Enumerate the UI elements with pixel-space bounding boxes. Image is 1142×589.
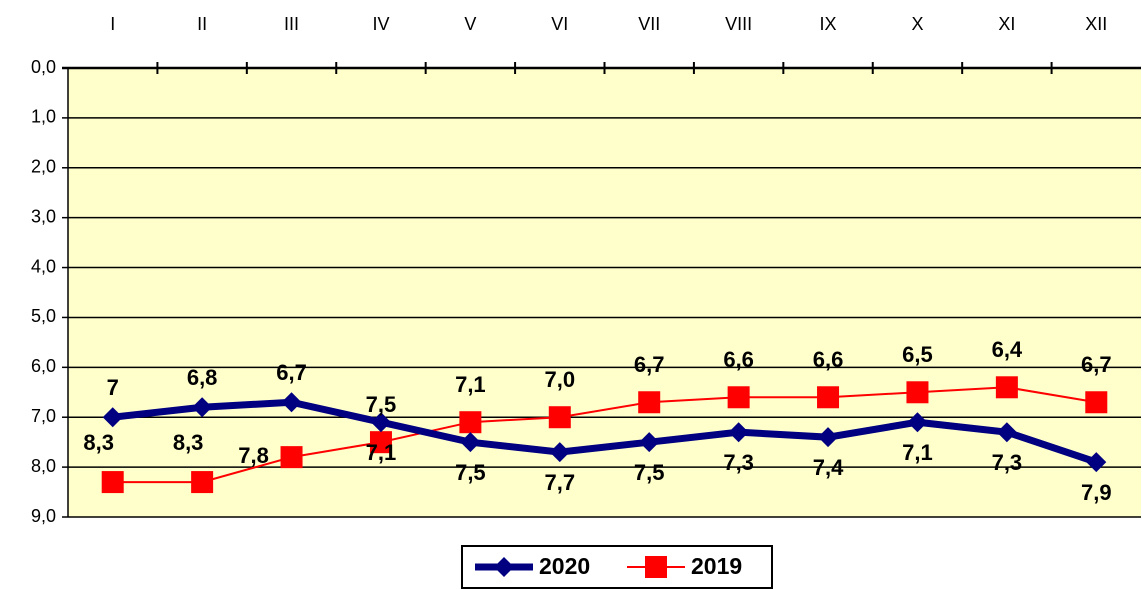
x-tick-label: X (911, 14, 923, 34)
legend-label: 2020 (539, 553, 590, 579)
data-point (728, 422, 749, 443)
data-label: 7 (107, 375, 119, 400)
data-point (818, 427, 839, 448)
y-tick-label: 8,0 (31, 456, 56, 476)
data-point (281, 392, 302, 413)
x-tick-label: XII (1085, 14, 1107, 34)
data-point (459, 411, 482, 434)
legend-marker (494, 557, 514, 577)
x-tick-label: XI (998, 14, 1015, 34)
data-label: 7,1 (366, 440, 397, 465)
data-point (1086, 452, 1107, 473)
x-tick-label: IX (820, 14, 837, 34)
y-tick-label: 6,0 (31, 356, 56, 376)
data-label: 7,7 (544, 470, 575, 495)
data-label: 8,3 (173, 430, 204, 455)
data-point (727, 386, 750, 409)
data-label: 6,7 (1081, 352, 1112, 377)
series-line (112, 386, 1097, 484)
y-tick-label: 5,0 (31, 306, 56, 326)
data-label: 6,5 (902, 342, 933, 367)
data-point (639, 432, 660, 453)
data-point (817, 386, 840, 409)
x-tick-label: VII (638, 14, 660, 34)
y-tick-label: 1,0 (31, 107, 56, 127)
x-tick-label: V (464, 14, 476, 34)
series-line (112, 398, 1098, 466)
data-point (460, 432, 481, 453)
data-point (638, 391, 661, 414)
data-label: 7,5 (634, 460, 665, 485)
data-point (370, 412, 391, 433)
data-point (280, 446, 303, 469)
data-point (549, 442, 570, 463)
plot-area (68, 68, 1141, 517)
data-point (191, 471, 214, 494)
x-tick-label: VI (551, 14, 568, 34)
data-label: 7,3 (723, 450, 754, 475)
data-label: 8,3 (83, 430, 114, 455)
data-label: 6,6 (813, 347, 844, 372)
data-point (369, 431, 392, 454)
y-tick-label: 0,0 (31, 57, 56, 77)
x-tick-label: VIII (725, 14, 752, 34)
data-label: 7,9 (1081, 480, 1112, 505)
data-label: 7,8 (238, 443, 269, 468)
data-label: 6,6 (723, 347, 754, 372)
data-point (548, 406, 571, 429)
data-label: 7,1 (455, 372, 486, 397)
data-point (996, 422, 1017, 443)
data-label: 6,4 (992, 337, 1023, 362)
x-tick-label: I (110, 14, 115, 34)
y-tick-label: 9,0 (31, 506, 56, 526)
data-point (192, 397, 213, 418)
data-label: 6,7 (276, 360, 307, 385)
data-point (1085, 391, 1108, 414)
data-label: 7,1 (902, 440, 933, 465)
data-label: 7,0 (544, 367, 575, 392)
data-label: 7,5 (455, 460, 486, 485)
data-point (102, 407, 123, 428)
y-tick-label: 7,0 (31, 406, 56, 426)
data-point (907, 412, 928, 433)
legend-marker (645, 556, 667, 578)
data-point (101, 471, 124, 494)
x-tick-label: IV (372, 14, 389, 34)
data-point (995, 376, 1018, 399)
data-point (906, 381, 929, 404)
data-label: 7,4 (813, 455, 844, 480)
data-label: 7,3 (992, 450, 1023, 475)
data-label: 6,7 (634, 352, 665, 377)
x-tick-label: III (284, 14, 299, 34)
y-tick-label: 3,0 (31, 206, 56, 226)
y-tick-label: 2,0 (31, 157, 56, 177)
data-label: 6,8 (187, 365, 218, 390)
legend-label: 2019 (691, 553, 742, 579)
data-label: 7,5 (366, 392, 397, 417)
y-tick-label: 4,0 (31, 256, 56, 276)
x-tick-label: II (197, 14, 207, 34)
